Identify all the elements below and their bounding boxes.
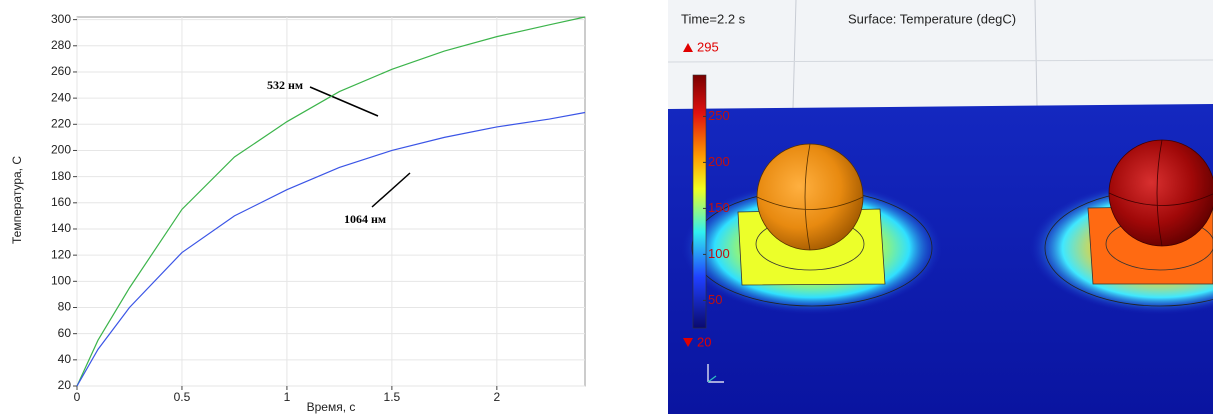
y-tick-label: 60 xyxy=(58,326,72,340)
x-tick-label: 1.5 xyxy=(384,390,401,404)
colorbar-tick-label: 150 xyxy=(708,200,730,215)
surface-render: Time=2.2 s Surface: Temperature (degC) 2… xyxy=(668,0,1213,414)
colorbar-tick-label: 250 xyxy=(708,108,730,123)
y-tick-label: 140 xyxy=(51,221,71,235)
colorbar-tick-label: 200 xyxy=(708,154,730,169)
y-tick-label: 40 xyxy=(58,352,72,366)
y-tick-label: 160 xyxy=(51,195,71,209)
y-tick-label: 100 xyxy=(51,273,71,287)
colorbar-tick-label: 50 xyxy=(708,292,722,307)
line-chart: Время, с Температура, С 532 нм 1064 нм 2… xyxy=(10,12,585,414)
x-tick-label: 2 xyxy=(493,390,500,404)
max-label: 295 xyxy=(697,39,719,54)
x-tick-label: 0.5 xyxy=(174,390,191,404)
y-tick-label: 240 xyxy=(51,90,71,104)
y-tick-label: 280 xyxy=(51,38,71,52)
time-label: Time=2.2 s xyxy=(681,11,746,26)
x-axis-label: Время, с xyxy=(307,400,356,414)
y-tick-label: 120 xyxy=(51,247,71,261)
y-tick-label: 180 xyxy=(51,169,71,183)
page: Время, с Температура, С 532 нм 1064 нм 2… xyxy=(0,0,1213,414)
y-tick-label: 300 xyxy=(51,12,71,26)
x-tick-label: 0 xyxy=(74,390,81,404)
y-tick-label: 220 xyxy=(51,116,71,130)
colorbar xyxy=(693,75,706,328)
y-tick-label: 200 xyxy=(51,143,71,157)
surface-title: Surface: Temperature (degC) xyxy=(848,11,1016,26)
sphere xyxy=(1109,140,1213,246)
y-tick-label: 80 xyxy=(58,300,72,314)
colorbar-tick-label: 100 xyxy=(708,246,730,261)
min-label: 20 xyxy=(697,334,711,349)
sphere xyxy=(757,144,863,250)
x-tick-label: 1 xyxy=(284,390,291,404)
y-axis-label: Температура, С xyxy=(10,156,24,244)
series-annotation: 1064 нм xyxy=(344,212,386,226)
y-tick-label: 260 xyxy=(51,64,71,78)
y-tick-label: 20 xyxy=(58,378,72,392)
series-annotation: 532 нм xyxy=(267,78,303,92)
